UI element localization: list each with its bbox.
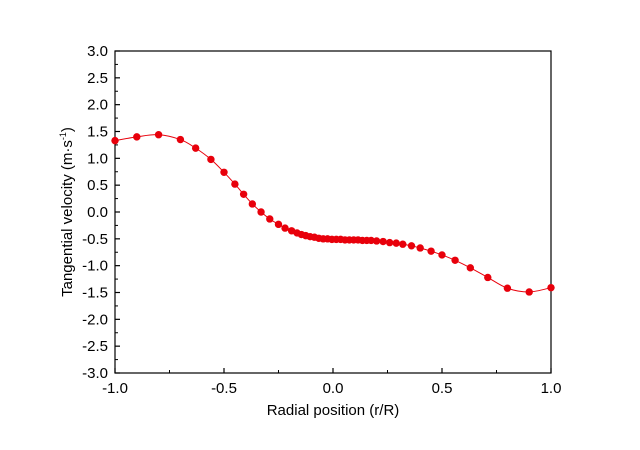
y-tick-label: -3.0 (82, 365, 108, 382)
x-tick-label: 0.0 (323, 380, 344, 397)
y-axis-title-superscript: -1 (58, 132, 68, 140)
y-tick-label: 2.0 (87, 97, 108, 114)
y-tick-label: 1.0 (87, 150, 108, 167)
y-tick-label: -0.5 (82, 231, 108, 248)
data-point (385, 238, 394, 247)
y-tick-label: 0.0 (87, 204, 108, 221)
y-tick-label: -2.0 (82, 311, 108, 328)
y-tick-label: 2.5 (87, 70, 108, 87)
data-point (392, 239, 400, 247)
y-tick-label: 0.5 (87, 177, 108, 194)
data-point (503, 284, 512, 292)
plot-frame (114, 50, 552, 374)
data-point (281, 224, 289, 232)
data-point (427, 247, 435, 255)
data-point (438, 251, 446, 259)
data-point (466, 264, 475, 272)
data-point (266, 215, 274, 223)
x-axis-title: Radial position (r/R) (267, 402, 400, 419)
x-tick-label: -0.5 (211, 380, 237, 397)
data-point (379, 237, 387, 246)
y-axis-title-main: Tangential velocity (m·s (59, 140, 76, 297)
y-tick-label: 1.5 (87, 124, 108, 141)
y-tick-label: 3.0 (87, 43, 108, 60)
data-point (367, 236, 375, 245)
data-point (231, 180, 239, 188)
data-point (451, 256, 459, 264)
x-tick-label: 0.5 (432, 380, 453, 397)
data-point (239, 190, 248, 198)
data-point (399, 240, 407, 248)
y-tick-label: -1.5 (82, 285, 108, 302)
data-point (248, 200, 257, 208)
data-point (207, 155, 215, 164)
x-tick-label: 1.0 (541, 380, 562, 397)
series-line (114, 134, 552, 293)
data-point (407, 242, 416, 250)
data-point (274, 220, 283, 229)
data-point (484, 273, 492, 282)
y-tick-label: -1.0 (82, 258, 108, 275)
data-point (220, 168, 228, 176)
y-axis-title-close: ) (59, 127, 76, 132)
data-point (372, 237, 381, 245)
data-point (257, 208, 265, 216)
y-axis-title: Tangential velocity (m·s-1) (58, 127, 76, 297)
data-point (525, 288, 533, 296)
y-tick-label: -2.5 (82, 338, 108, 355)
data-point (111, 136, 119, 145)
data-point (176, 135, 185, 144)
data-point (133, 133, 141, 141)
data-point (191, 144, 200, 152)
data-point (416, 244, 424, 252)
x-axis: -1.0 -0.5 0.0 0.5 1.0 (102, 368, 561, 397)
data-point (154, 131, 163, 139)
series-layer (111, 131, 555, 296)
data-point (547, 283, 555, 292)
y-axis: 3.0 2.5 2.0 1.5 1.0 0.5 0.0 -0.5 -1.0 -1.5 -2.0 -2.… (82, 43, 120, 382)
x-tick-label: -1.0 (102, 380, 128, 397)
